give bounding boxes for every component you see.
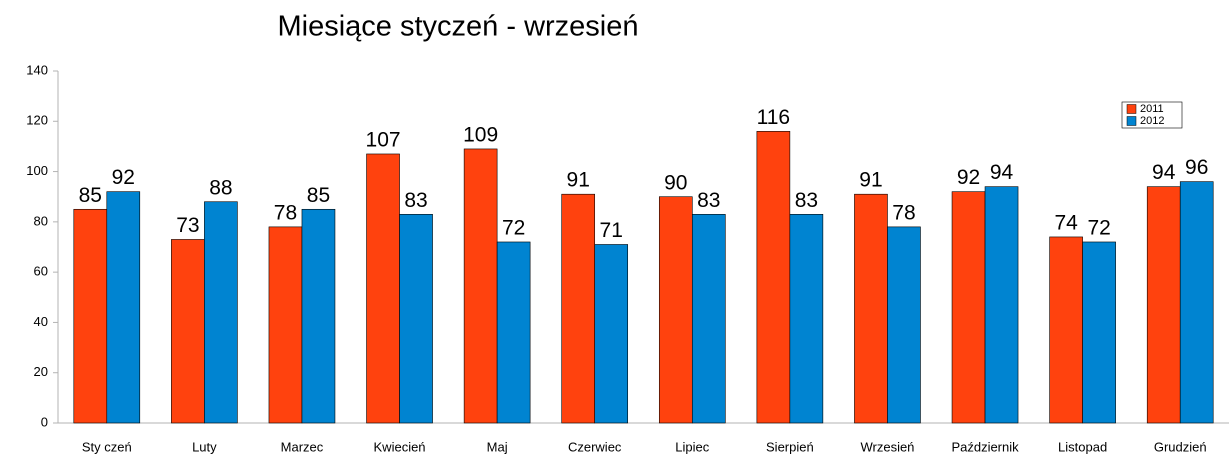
data-label: 92	[112, 166, 135, 189]
data-label: 96	[1185, 156, 1208, 179]
x-tick-label: Kwiecień	[374, 439, 426, 454]
data-label: 83	[404, 189, 427, 212]
bar	[268, 226, 303, 424]
y-tick-label: 100	[26, 163, 48, 178]
bar	[691, 214, 726, 424]
bar	[73, 208, 108, 424]
bar	[366, 153, 400, 424]
x-tick-label: Maj	[487, 439, 508, 454]
x-tick-label: Sty czeń	[82, 439, 132, 454]
data-label: 72	[1087, 217, 1110, 240]
data-label: 78	[892, 201, 915, 224]
data-label: 83	[697, 189, 720, 212]
y-tick-label: 60	[34, 264, 48, 279]
data-label: 73	[176, 214, 199, 237]
data-label: 72	[502, 217, 525, 240]
x-tick-label: Grudzień	[1154, 439, 1207, 454]
data-label: 88	[209, 176, 232, 199]
data-label: 85	[79, 184, 102, 207]
data-label: 90	[664, 171, 687, 194]
y-tick-label: 40	[34, 314, 48, 329]
data-label: 92	[957, 166, 980, 189]
bar	[594, 244, 629, 424]
y-tick-label: 20	[34, 364, 48, 379]
bar	[171, 239, 205, 424]
bar	[1146, 186, 1181, 424]
x-tick-label: Luty	[192, 439, 217, 454]
data-label: 83	[795, 189, 818, 212]
x-tick-label: Lipiec	[675, 439, 709, 454]
x-tick-label: Październik	[951, 439, 1019, 454]
legend-swatch	[1126, 104, 1137, 114]
bar	[204, 201, 238, 424]
y-tick-label: 120	[26, 113, 48, 128]
data-label: 91	[567, 169, 590, 192]
data-label: 94	[990, 161, 1014, 184]
data-label: 71	[600, 219, 623, 242]
x-tick-label: Wrzesień	[860, 439, 914, 454]
bar	[1049, 236, 1083, 424]
data-label: 107	[366, 129, 401, 152]
bar	[789, 214, 824, 424]
legend-label: 2012	[1140, 115, 1164, 127]
bar	[951, 191, 986, 424]
bar	[887, 226, 921, 424]
data-label: 78	[274, 201, 297, 224]
bar	[106, 191, 141, 424]
y-tick-label: 140	[26, 62, 48, 77]
bar	[463, 148, 498, 424]
data-label: 85	[307, 184, 330, 207]
legend-swatch	[1126, 116, 1137, 126]
data-label: 109	[463, 123, 498, 146]
chart-title: Miesiące styczeń - wrzesień	[278, 11, 639, 43]
x-tick-label: Listopad	[1058, 439, 1107, 454]
bar	[1179, 181, 1214, 424]
legend-label: 2011	[1140, 103, 1164, 115]
bar	[301, 208, 336, 424]
bar	[984, 186, 1019, 424]
bar	[561, 193, 596, 424]
y-tick-label: 0	[41, 414, 48, 429]
bar	[1082, 241, 1116, 424]
data-label: 74	[1054, 211, 1078, 234]
y-tick-label: 80	[34, 213, 48, 228]
bar	[854, 193, 888, 424]
bar	[399, 214, 433, 424]
bar	[756, 131, 791, 424]
data-label: 116	[757, 106, 790, 129]
x-tick-label: Sierpień	[766, 439, 814, 454]
x-tick-label: Czerwiec	[568, 439, 622, 454]
data-label: 94	[1152, 161, 1176, 184]
data-label: 91	[859, 169, 882, 192]
bar	[658, 196, 693, 424]
x-tick-label: Marzec	[281, 439, 324, 454]
bar	[496, 241, 531, 424]
